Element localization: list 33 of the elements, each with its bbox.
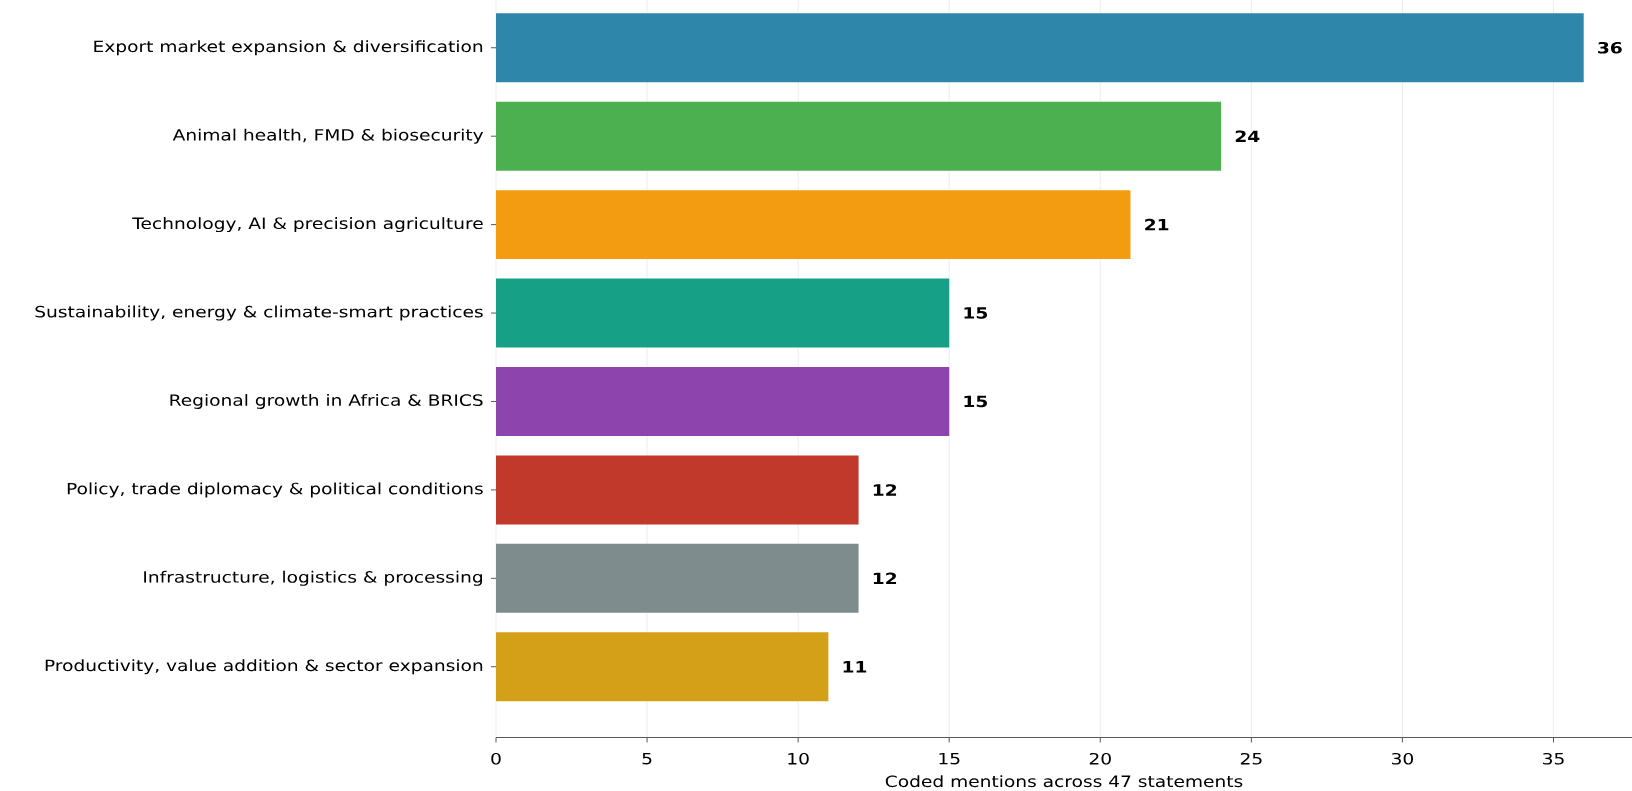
y-tick-label: Infrastructure, logistics & processing <box>144 570 482 586</box>
y-tick-label: Animal health, FMD & biosecurity <box>172 128 484 144</box>
y-tick-label: Policy, trade diplomacy & political conditions <box>67 482 483 498</box>
bar <box>496 632 829 702</box>
x-tick-label: 10 <box>788 752 809 765</box>
data-label: 15 <box>964 307 987 319</box>
bar <box>496 455 859 525</box>
y-tick-label: Technology, AI & precision agriculture <box>132 217 483 233</box>
x-axis-title: Coded mentions across 47 statements <box>885 775 1243 788</box>
data-label: 12 <box>873 572 897 585</box>
data-label: 36 <box>1598 41 1622 54</box>
x-tick-label: 25 <box>1240 752 1262 765</box>
data-label: 15 <box>964 395 987 408</box>
y-tick-label: Productivity, value addition & sector expansion <box>45 659 483 675</box>
x-tick-label: 30 <box>1392 752 1414 765</box>
bar <box>496 101 1222 171</box>
bar <box>496 278 950 348</box>
data-label: 11 <box>843 661 867 673</box>
y-tick-label: Sustainability, energy & climate-smart practices <box>35 305 483 321</box>
x-tick-label: 5 <box>642 752 652 765</box>
bar <box>496 366 950 436</box>
y-tick-label: Regional growth in Africa & BRICS <box>170 393 483 409</box>
data-label: 12 <box>873 484 897 496</box>
x-tick-label: 35 <box>1543 752 1564 765</box>
x-tick-label: 20 <box>1089 752 1111 765</box>
x-tick-label: 15 <box>939 752 960 765</box>
data-label: 24 <box>1235 130 1260 142</box>
bar <box>496 543 859 613</box>
x-tick-label: 0 <box>491 752 501 765</box>
data-label: 21 <box>1145 218 1169 231</box>
bar <box>496 190 1131 260</box>
bar <box>496 13 1584 83</box>
y-tick-label: Export market expansion & diversification <box>94 40 483 56</box>
